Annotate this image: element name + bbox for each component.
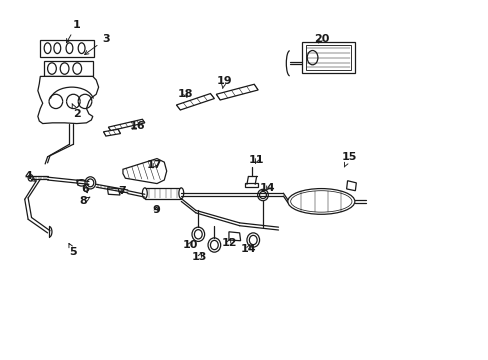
Ellipse shape <box>28 175 33 181</box>
Text: 1: 1 <box>66 19 81 43</box>
Text: 12: 12 <box>221 238 236 248</box>
Text: 18: 18 <box>177 89 193 99</box>
Ellipse shape <box>194 230 202 239</box>
Ellipse shape <box>257 189 268 201</box>
Polygon shape <box>77 180 89 186</box>
Text: 16: 16 <box>129 121 145 131</box>
Text: 10: 10 <box>182 240 197 250</box>
Ellipse shape <box>142 188 147 199</box>
Ellipse shape <box>179 188 183 199</box>
Text: 14: 14 <box>240 244 256 253</box>
Text: 6: 6 <box>81 184 89 194</box>
Ellipse shape <box>47 63 56 74</box>
Polygon shape <box>216 84 258 100</box>
Ellipse shape <box>87 179 94 187</box>
Bar <box>44 61 93 76</box>
Text: 5: 5 <box>69 243 77 257</box>
Bar <box>245 183 257 187</box>
Ellipse shape <box>259 192 266 199</box>
Ellipse shape <box>85 177 96 189</box>
Text: 8: 8 <box>79 197 90 206</box>
Polygon shape <box>346 181 356 191</box>
Text: 20: 20 <box>313 34 328 44</box>
Ellipse shape <box>78 43 85 54</box>
Ellipse shape <box>66 43 73 54</box>
FancyBboxPatch shape <box>305 45 351 70</box>
FancyBboxPatch shape <box>301 42 355 73</box>
Ellipse shape <box>210 240 218 249</box>
Text: 7: 7 <box>118 186 125 197</box>
Ellipse shape <box>77 180 86 186</box>
Text: 14: 14 <box>260 183 275 193</box>
Ellipse shape <box>54 43 61 54</box>
Ellipse shape <box>60 63 69 74</box>
Ellipse shape <box>207 238 220 252</box>
Text: 19: 19 <box>216 76 231 89</box>
Ellipse shape <box>73 63 81 74</box>
Polygon shape <box>38 76 99 123</box>
Text: 17: 17 <box>146 160 162 170</box>
Text: 15: 15 <box>341 152 356 167</box>
Ellipse shape <box>287 189 354 214</box>
Polygon shape <box>103 129 120 136</box>
Ellipse shape <box>306 50 317 65</box>
Polygon shape <box>228 232 240 241</box>
Ellipse shape <box>44 43 51 54</box>
Text: 2: 2 <box>72 104 81 119</box>
Text: 9: 9 <box>152 205 160 215</box>
Ellipse shape <box>192 227 204 242</box>
Bar <box>40 40 94 57</box>
Text: 3: 3 <box>84 34 109 54</box>
Text: 11: 11 <box>248 156 264 165</box>
Polygon shape <box>107 188 120 195</box>
Ellipse shape <box>246 233 259 247</box>
Text: 13: 13 <box>192 252 207 262</box>
Ellipse shape <box>249 235 257 245</box>
Ellipse shape <box>290 191 351 212</box>
Polygon shape <box>122 158 166 184</box>
Polygon shape <box>176 94 214 110</box>
Bar <box>144 188 181 199</box>
Polygon shape <box>108 119 144 131</box>
Text: 4: 4 <box>24 171 36 181</box>
